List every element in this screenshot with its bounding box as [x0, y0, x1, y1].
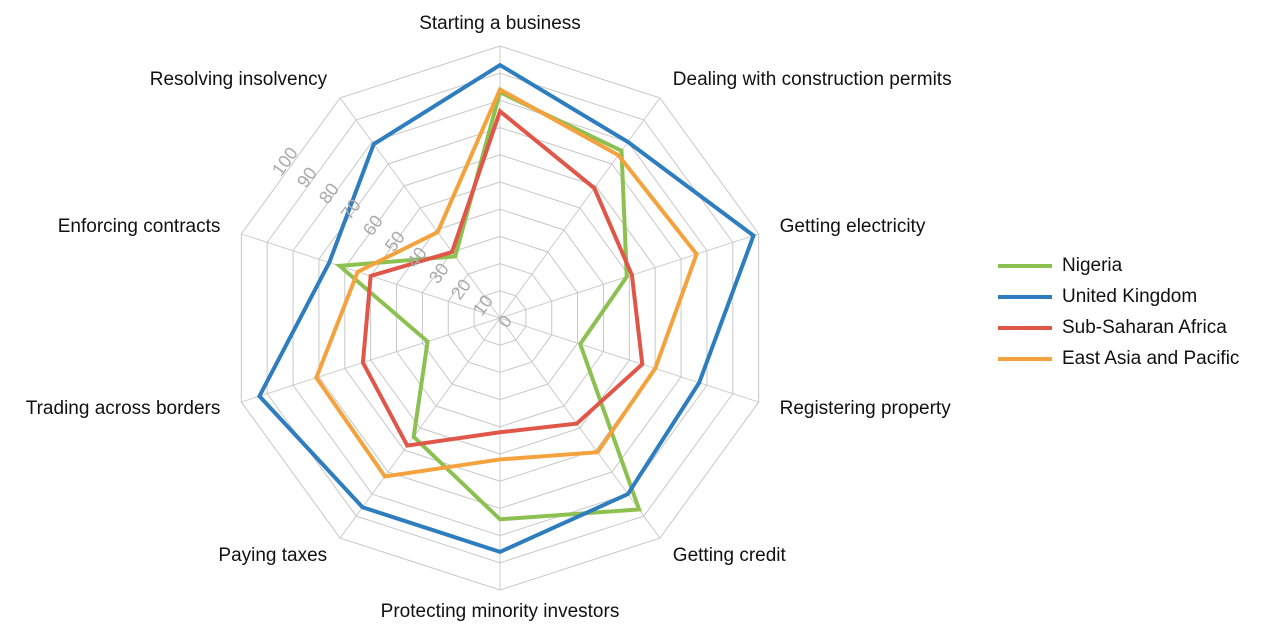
category-label: Trading across borders	[26, 398, 221, 419]
y-tick-label: 80	[315, 179, 343, 207]
grid-ring	[447, 263, 553, 373]
y-tick-label: 90	[293, 163, 321, 191]
category-label: Enforcing contracts	[58, 216, 221, 237]
legend-label: United Kingdom	[1062, 286, 1197, 307]
category-label: Getting credit	[673, 545, 787, 566]
series-line	[314, 86, 699, 479]
grid-ring	[370, 181, 630, 455]
category-label: Getting electricity	[780, 216, 926, 237]
category-label: Registering property	[780, 398, 952, 419]
y-tick-label: 70	[337, 195, 365, 223]
series-line	[256, 62, 756, 555]
grid-ring	[292, 99, 708, 537]
y-tick-label: 20	[447, 275, 475, 303]
grid-ring	[240, 45, 760, 591]
category-label: Paying taxes	[218, 545, 327, 566]
category-label: Dealing with construction permits	[673, 69, 952, 90]
grid-ring	[421, 235, 579, 401]
series	[256, 62, 756, 555]
category-label: Protecting minority investors	[381, 601, 620, 622]
grid-ring	[473, 290, 527, 346]
legend-label: East Asia and Pacific	[1062, 348, 1239, 369]
series-line	[360, 107, 645, 448]
grid-ring	[266, 72, 734, 564]
legend: Nigeria United Kingdom Sub-Saharan Africa E…	[998, 255, 1239, 369]
y-tick-label: 10	[469, 291, 497, 319]
y-tick-label: 50	[381, 227, 409, 255]
grid-ring	[344, 154, 656, 482]
category-label: Starting a business	[419, 13, 581, 34]
legend-label: Sub-Saharan Africa	[1062, 317, 1227, 338]
legend-label: Nigeria	[1062, 255, 1123, 276]
category-label: Resolving insolvency	[150, 69, 328, 90]
